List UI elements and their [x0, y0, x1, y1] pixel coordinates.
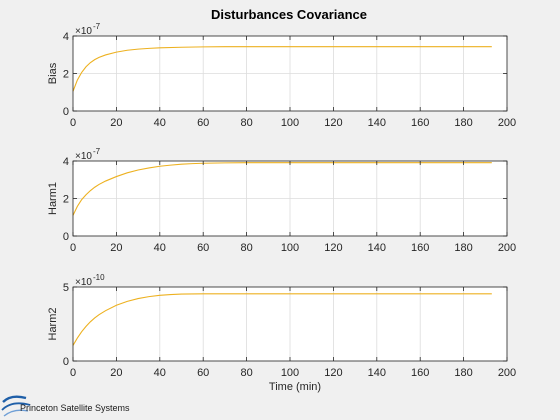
axes-bias: 0 20 40 60 80 100 120 140 160 180 200 0 2 4 ×10 -7 Bias: [47, 22, 516, 129]
harm1-xtick-label-1: 20: [110, 242, 122, 254]
figure-title: Disturbances Covariance: [211, 7, 367, 22]
harm2-xtick-label-1: 20: [110, 367, 122, 379]
harm2-exponent-value: -10: [93, 273, 105, 282]
harm2-xtick-label-8: 160: [411, 367, 429, 379]
bias-ytick-label-2: 4: [63, 31, 69, 43]
harm2-xtick-label-4: 80: [240, 367, 252, 379]
harm2-exponent-label: ×10: [75, 277, 92, 288]
axes-harm2: 0 20 40 60 80 100 120 140 160 180 200 0 5 ×10 -10 Harm2…: [47, 273, 516, 393]
harm2-xtick-label-2: 40: [154, 367, 166, 379]
harm1-ytick-label-1: 2: [63, 194, 69, 206]
harm2-xtick-label-6: 120: [324, 367, 342, 379]
bias-series-line-0: [72, 46, 492, 92]
bias-xtick-label-9: 180: [454, 117, 472, 129]
harm1-xtick-label-0: 0: [70, 242, 76, 254]
harm2-xtick-label-5: 100: [281, 367, 299, 379]
harm1-xtick-label-4: 80: [240, 242, 252, 254]
harm1-xtick-label-10: 200: [498, 242, 516, 254]
harm1-xtick-label-9: 180: [454, 242, 472, 254]
logo-text: Princeton Satellite Systems: [20, 403, 130, 413]
harm1-xtick-label-7: 140: [368, 242, 386, 254]
harm2-xtick-label-3: 60: [197, 367, 209, 379]
psslogo: Princeton Satellite Systems: [1, 395, 130, 417]
bias-xtick-label-4: 80: [240, 117, 252, 129]
harm1-xtick-label-5: 100: [281, 242, 299, 254]
harm1-xtick-label-8: 160: [411, 242, 429, 254]
harm1-xtick-label-6: 120: [324, 242, 342, 254]
harm2-ytick-label-0: 0: [63, 356, 69, 368]
harm2-xlabel: Time (min): [269, 381, 321, 393]
harm2-xtick-label-0: 0: [70, 367, 76, 379]
harm2-series-line-0: [72, 293, 492, 346]
harm1-xtick-label-3: 60: [197, 242, 209, 254]
bias-xtick-label-10: 200: [498, 117, 516, 129]
harm2-xtick-label-10: 200: [498, 367, 516, 379]
bias-exponent-value: -7: [93, 22, 101, 31]
bias-ytick-label-0: 0: [63, 106, 69, 118]
harm2-xtick-label-7: 140: [368, 367, 386, 379]
bias-xtick-label-2: 40: [154, 117, 166, 129]
harm2-ytick-label-1: 5: [63, 282, 69, 294]
bias-xtick-label-0: 0: [70, 117, 76, 129]
bias-xtick-label-6: 120: [324, 117, 342, 129]
bias-ytick-label-1: 2: [63, 69, 69, 81]
bias-xtick-label-8: 160: [411, 117, 429, 129]
logo-swoosh-icon: [1, 395, 31, 417]
bias-exponent-label: ×10: [75, 26, 92, 37]
bias-xtick-label-7: 140: [368, 117, 386, 129]
harm1-exponent-value: -7: [93, 147, 101, 156]
bias-xtick-label-1: 20: [110, 117, 122, 129]
harm1-ytick-label-2: 4: [63, 156, 69, 168]
axes-harm1: 0 20 40 60 80 100 120 140 160 180 200 0 2 4 ×10 -7 Harm1: [47, 147, 516, 254]
harm1-exponent-label: ×10: [75, 151, 92, 162]
harm2-xtick-label-9: 180: [454, 367, 472, 379]
harm1-ytick-label-0: 0: [63, 231, 69, 243]
bias-xtick-label-3: 60: [197, 117, 209, 129]
harm1-xtick-label-2: 40: [154, 242, 166, 254]
harm1-ylabel: Harm1: [47, 182, 59, 215]
harm2-ylabel: Harm2: [47, 307, 59, 340]
bias-ylabel: Bias: [47, 62, 59, 84]
bias-xtick-label-5: 100: [281, 117, 299, 129]
